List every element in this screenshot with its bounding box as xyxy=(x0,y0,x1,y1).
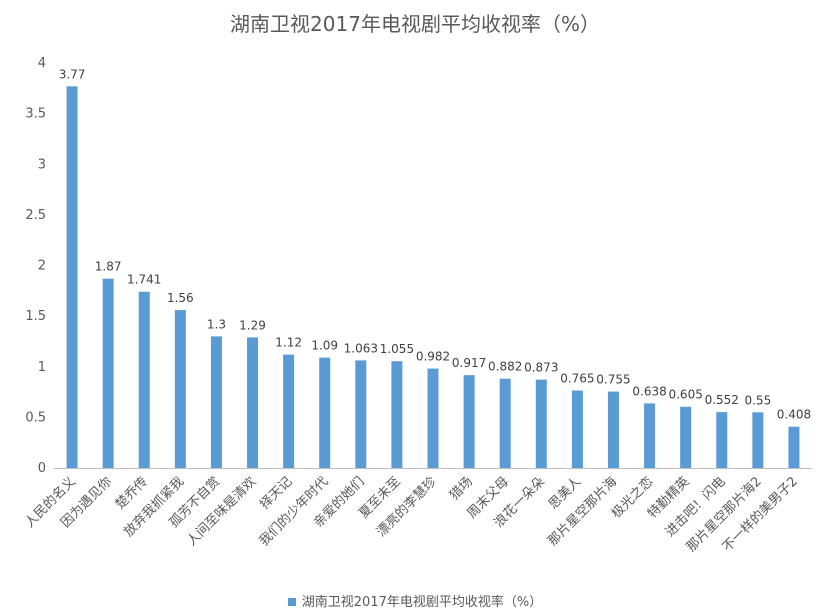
data-label: 1.12 xyxy=(275,336,302,350)
data-label: 0.982 xyxy=(416,350,450,364)
data-label: 0.917 xyxy=(452,356,486,370)
data-label: 0.408 xyxy=(777,408,811,422)
bar xyxy=(427,368,439,468)
y-tick-label: 4 xyxy=(38,56,46,71)
data-label: 1.56 xyxy=(167,291,194,305)
x-tick-label: 猎场 xyxy=(447,474,476,503)
data-label: 0.605 xyxy=(668,388,702,402)
data-label: 0.882 xyxy=(488,360,522,374)
y-tick-label: 1.5 xyxy=(25,309,46,324)
legend: 湖南卫视2017年电视剧平均收视率（%） xyxy=(0,591,830,610)
data-label: 1.063 xyxy=(344,341,378,355)
data-label: 1.29 xyxy=(239,318,266,332)
bar xyxy=(463,375,475,468)
bar xyxy=(247,337,259,468)
data-label: 0.552 xyxy=(705,393,739,407)
bar xyxy=(571,390,583,468)
y-tick-label: 2 xyxy=(38,259,46,274)
data-label: 0.55 xyxy=(744,393,771,407)
bar xyxy=(716,412,728,468)
y-tick-label: 3 xyxy=(38,157,46,172)
data-label: 1.09 xyxy=(311,339,338,353)
bar xyxy=(788,426,800,468)
y-tick-label: 1 xyxy=(38,360,46,375)
y-tick-label: 3.5 xyxy=(25,107,46,122)
data-label: 0.873 xyxy=(524,361,558,375)
y-tick-label: 0 xyxy=(38,461,46,476)
bar xyxy=(607,391,619,468)
data-label: 0.765 xyxy=(560,372,594,386)
bar xyxy=(210,336,222,468)
legend-label: 湖南卫视2017年电视剧平均收视率（%） xyxy=(301,595,543,610)
chart-title: 湖南卫视2017年电视剧平均收视率（%） xyxy=(230,12,600,36)
bar xyxy=(174,310,186,468)
y-tick-label: 2.5 xyxy=(25,208,46,223)
bar xyxy=(644,403,656,468)
data-label: 0.755 xyxy=(596,373,630,387)
bar xyxy=(66,86,78,468)
data-label: 1.055 xyxy=(380,342,414,356)
bar xyxy=(680,406,692,468)
data-label: 1.87 xyxy=(95,260,122,274)
bar xyxy=(355,360,367,468)
bar xyxy=(752,412,764,468)
data-label: 1.741 xyxy=(127,273,161,287)
bar xyxy=(138,291,150,468)
bar xyxy=(391,361,403,468)
data-label: 0.638 xyxy=(632,384,666,398)
data-label: 1.3 xyxy=(207,317,226,331)
bar xyxy=(283,354,295,468)
bar xyxy=(319,357,331,468)
y-tick-label: 0.5 xyxy=(25,410,46,425)
bar xyxy=(102,278,114,468)
bar xyxy=(499,378,511,468)
data-label: 3.77 xyxy=(59,67,86,81)
legend-swatch xyxy=(287,598,296,606)
bar xyxy=(535,379,547,468)
